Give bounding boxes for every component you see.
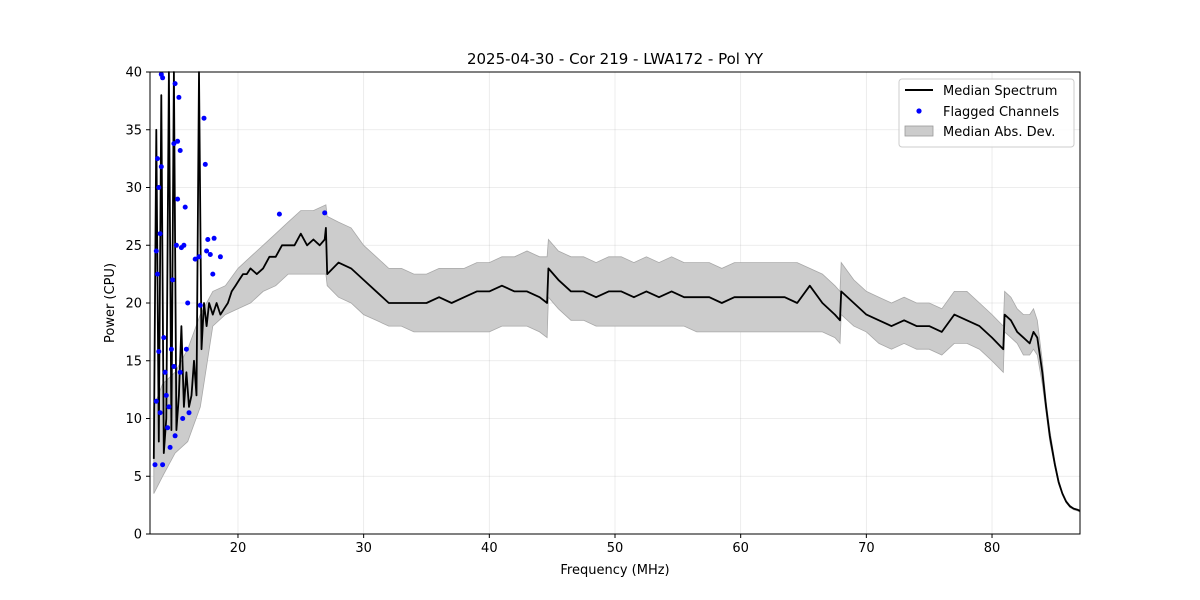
legend-marker-swatch — [916, 108, 922, 114]
flagged-channel-point — [175, 196, 181, 202]
x-tick-label: 70 — [858, 541, 875, 556]
flagged-channel-point — [196, 254, 202, 260]
legend-entry-median-spectrum: Median Spectrum — [943, 84, 1057, 99]
median-spectrum-line — [152, 71, 1081, 512]
flagged-channel-point — [197, 302, 203, 308]
flagged-channel-point — [175, 138, 181, 144]
y-tick-label: 30 — [125, 181, 142, 196]
legend-entry-median-abs-dev: Median Abs. Dev. — [943, 125, 1055, 140]
flagged-channel-point — [177, 369, 183, 375]
y-axis-label: Power (CPU) — [103, 263, 118, 343]
flagged-channel-point — [205, 237, 211, 242]
flagged-channel-point — [157, 410, 163, 416]
flagged-channel-point — [161, 335, 167, 341]
flagged-channel-point — [192, 256, 198, 262]
x-tick-label: 80 — [984, 541, 1001, 556]
flagged-channel-point — [185, 300, 191, 306]
flagged-channel-point — [201, 115, 207, 121]
chart-title: 2025-04-30 - Cor 219 - LWA172 - Pol YY — [467, 50, 764, 68]
legend-box — [898, 78, 1075, 148]
y-tick-label: 5 — [134, 470, 142, 485]
flagged-channel-point — [155, 271, 160, 277]
x-tick-label: 60 — [732, 541, 749, 556]
flagged-channel-point — [210, 271, 216, 277]
flagged-channel-point — [162, 369, 168, 375]
flagged-channel-point — [170, 277, 176, 283]
flagged-channel-point — [166, 404, 172, 410]
flagged-channel-point — [204, 248, 210, 254]
flagged-channel-point — [217, 254, 223, 260]
flagged-channel-point — [172, 433, 178, 439]
flagged-channel-point — [157, 231, 163, 237]
flagged-channel-point — [186, 410, 192, 416]
y-tick-label: 25 — [125, 239, 142, 254]
flagged-channel-point — [153, 398, 159, 404]
flagged-channel-point — [156, 185, 162, 190]
flagged-channel-point — [160, 75, 166, 81]
flagged-channel-point — [153, 248, 159, 254]
legend-patch-swatch — [904, 125, 934, 137]
y-tick-label: 20 — [125, 297, 142, 312]
y-tick-label: 35 — [125, 123, 142, 138]
y-tick-label: 40 — [125, 66, 142, 81]
flagged-channel-point — [211, 235, 217, 241]
flagged-channel-point — [177, 148, 183, 153]
flagged-channel-point — [171, 364, 177, 369]
flagged-channel-point — [182, 204, 188, 210]
flagged-channel-point — [158, 164, 164, 170]
x-axis-label: Frequency (MHz) — [560, 563, 669, 578]
x-tick-label: 50 — [607, 541, 624, 556]
flagged-channel-point — [180, 416, 186, 421]
x-tick-label: 30 — [355, 541, 372, 556]
legend-entry-flagged-channels: Flagged Channels — [943, 105, 1059, 120]
flagged-channel-point — [171, 141, 177, 147]
flagged-channel-point — [152, 462, 158, 468]
y-tick-label: 0 — [134, 528, 142, 543]
flagged-channel-point — [276, 211, 282, 217]
flagged-channel-point — [168, 346, 174, 352]
flagged-channel-point — [181, 242, 187, 248]
flagged-channel-point — [165, 425, 171, 431]
flagged-channel-point — [202, 161, 208, 167]
flagged-channel-point — [160, 462, 166, 468]
x-tick-label: 40 — [481, 541, 498, 556]
y-tick-label: 10 — [125, 412, 142, 427]
flagged-channel-point — [322, 210, 328, 216]
y-tick-label: 15 — [125, 354, 142, 369]
flagged-channel-point — [155, 156, 160, 162]
flagged-channel-point — [167, 444, 173, 450]
flagged-channel-point — [207, 252, 213, 257]
tick-layer: 20 30 40 50 60 70 80 0 5 10 15 20 25 30 35 40 — [125, 66, 1000, 557]
flagged-channel-point — [183, 346, 189, 352]
flagged-channel-point — [173, 242, 179, 248]
x-tick-label: 20 — [230, 541, 247, 556]
flagged-channel-point — [176, 94, 182, 100]
flagged-channel-point — [172, 81, 178, 87]
legend: Median Spectrum Flagged Channels Median … — [898, 78, 1075, 148]
flagged-channel-point — [156, 349, 162, 354]
flagged-channel-point — [163, 392, 169, 398]
